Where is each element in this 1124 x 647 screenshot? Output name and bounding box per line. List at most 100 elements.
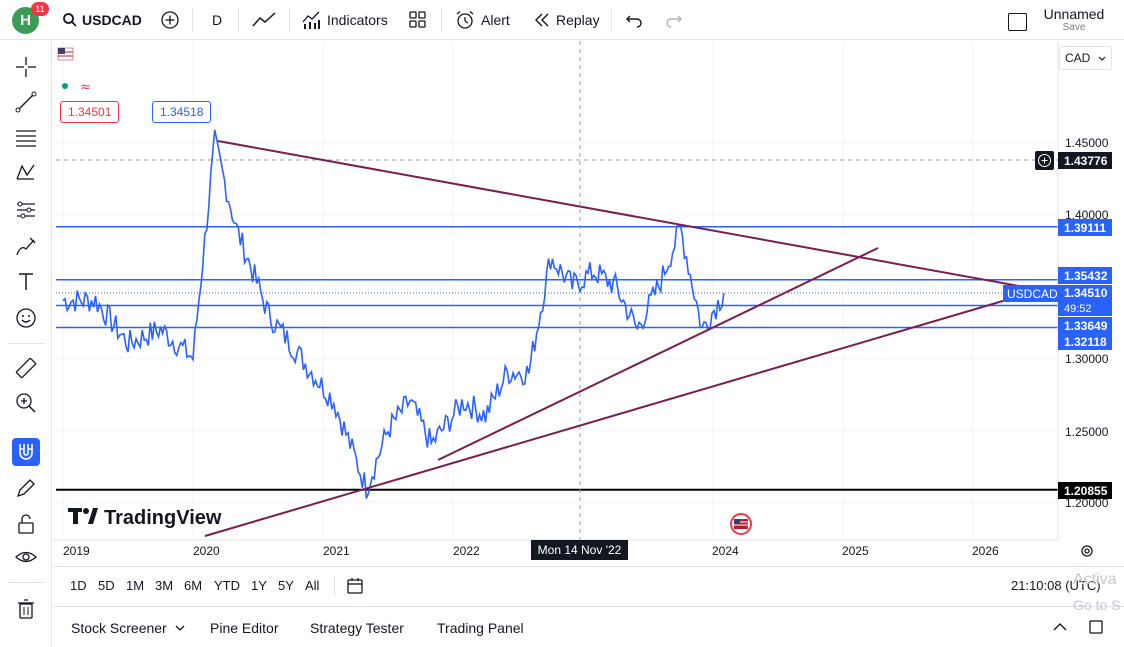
trendline-upper[interactable] xyxy=(217,140,1031,289)
range-button[interactable]: 5Y xyxy=(278,578,294,593)
range-button[interactable]: 1M xyxy=(126,578,145,593)
chart-type-button[interactable] xyxy=(251,8,277,32)
forecast-icon xyxy=(17,201,35,219)
time-tick: 2025 xyxy=(842,544,869,558)
crosshair-icon xyxy=(16,57,36,77)
collapse-panel-button[interactable] xyxy=(1051,618,1069,636)
maximize-icon xyxy=(1089,620,1103,634)
time-tick: 2026 xyxy=(972,544,999,558)
fib-tool[interactable] xyxy=(12,124,40,152)
alert-button[interactable]: Alert xyxy=(454,8,510,32)
crosshair-date-tag: Mon 14 Nov '22 xyxy=(531,540,628,560)
square-icon xyxy=(1008,13,1027,31)
zoom-tool[interactable] xyxy=(12,389,40,417)
plus-circle-icon xyxy=(1038,154,1051,167)
tab-stock-screener[interactable]: Stock Screener xyxy=(71,620,185,636)
redo-button[interactable] xyxy=(663,8,683,32)
market-status-dot xyxy=(62,83,68,89)
zoom-in-icon xyxy=(16,393,36,413)
sell-price: 1.34501 xyxy=(68,105,112,119)
undo-button[interactable] xyxy=(625,8,645,32)
time-tick: 2024 xyxy=(712,544,739,558)
interval-label: D xyxy=(212,12,223,28)
range-bar: 1D 5D 1M 3M 6M YTD 1Y 5Y All 21:10:08 (U… xyxy=(53,566,1124,604)
range-button[interactable]: YTD xyxy=(214,578,240,593)
lock-tool[interactable] xyxy=(12,510,40,538)
sell-price-box[interactable]: 1.34501 xyxy=(60,101,120,123)
chart-grid xyxy=(56,41,1058,540)
replay-button[interactable]: Replay xyxy=(533,8,600,32)
chevron-up-icon xyxy=(1053,623,1067,631)
trend-line-icon xyxy=(15,91,37,113)
text-tool[interactable] xyxy=(12,268,40,296)
price-tick: 1.45000 xyxy=(1065,136,1109,150)
clock-display[interactable]: 21:10:08 (UTC) xyxy=(1011,578,1101,593)
trendline-lower-long[interactable] xyxy=(204,292,1031,537)
layouts-button[interactable] xyxy=(408,8,428,32)
crosshair-price-tag: 1.43776 xyxy=(1058,152,1112,169)
interval-button[interactable]: D xyxy=(212,8,222,32)
buy-price-box[interactable]: 1.34518 xyxy=(152,101,212,123)
tradingview-wordmark: TradingView xyxy=(104,507,222,529)
tab-trading-panel[interactable]: Trading Panel xyxy=(437,620,524,636)
horizontal-lines-icon xyxy=(16,130,36,147)
trendline-lower-steep[interactable] xyxy=(437,247,879,461)
pattern-tool[interactable] xyxy=(12,159,40,187)
currency-select[interactable]: CAD xyxy=(1059,46,1112,70)
trash-icon xyxy=(18,599,34,619)
notification-badge: 11 xyxy=(31,2,49,16)
lock-icon xyxy=(18,514,34,534)
prediction-tool[interactable] xyxy=(12,196,40,224)
economic-event-icon[interactable] xyxy=(730,513,752,535)
delete-tool[interactable] xyxy=(12,595,40,623)
range-button[interactable]: 1Y xyxy=(251,578,267,593)
level-tag: 1.20855 xyxy=(1058,482,1112,499)
price-tick: 1.20000 xyxy=(1065,496,1109,510)
level-tag: 1.35432 xyxy=(1058,267,1112,284)
symbol-price-tag: USDCAD xyxy=(1003,285,1062,302)
wave-icon: ≈ xyxy=(80,80,91,95)
measure-tool[interactable] xyxy=(12,354,40,382)
range-button[interactable]: 5D xyxy=(98,578,115,593)
tab-pine-editor[interactable]: Pine Editor xyxy=(210,620,279,636)
undo-icon xyxy=(626,15,642,28)
crosshair-add-button[interactable] xyxy=(1035,151,1054,170)
layout-name[interactable]: Unnamed Save xyxy=(1042,6,1106,33)
brush-tool[interactable] xyxy=(12,232,40,260)
chevron-down-icon xyxy=(1098,56,1106,61)
indicators-button[interactable]: Indicators xyxy=(302,8,388,32)
crosshair-tool[interactable] xyxy=(12,53,40,81)
range-button[interactable]: 6M xyxy=(184,578,203,593)
pencil-lock-icon xyxy=(16,479,35,498)
chart-settings-button[interactable] xyxy=(1078,542,1096,560)
divider xyxy=(238,8,239,32)
symbol-search[interactable]: USDCAD xyxy=(62,8,142,32)
level-tag: 1.33649 xyxy=(1058,317,1112,334)
divider xyxy=(8,582,44,583)
tab-strategy-tester[interactable]: Strategy Tester xyxy=(310,620,404,636)
line-chart-icon xyxy=(252,12,276,27)
time-tick: 2022 xyxy=(453,544,480,558)
maximize-panel-button[interactable] xyxy=(1087,618,1105,636)
indicators-icon xyxy=(302,11,320,29)
goto-date-button[interactable] xyxy=(345,576,367,596)
compare-button[interactable] xyxy=(160,8,180,32)
level-tag: 1.32118 xyxy=(1058,333,1112,350)
save-link[interactable]: Save xyxy=(1062,22,1086,33)
level-tag: 1.39111 xyxy=(1058,219,1112,236)
trendline-tool[interactable] xyxy=(12,88,40,116)
price-tick: 1.25000 xyxy=(1065,425,1109,439)
magnet-tool[interactable] xyxy=(12,438,40,466)
visibility-tool[interactable] xyxy=(12,543,40,571)
range-button[interactable]: 1D xyxy=(70,578,87,593)
calendar-range-icon xyxy=(347,578,363,594)
range-button[interactable]: All xyxy=(305,578,320,593)
goto-watermark: Go to S xyxy=(1073,597,1121,613)
layout-checkbox[interactable] xyxy=(1008,10,1027,34)
lock-drawing-tool[interactable] xyxy=(12,474,40,502)
price-tick: 1.40000 xyxy=(1065,208,1109,222)
price-chart[interactable]: ≈ TradingView xyxy=(53,41,1124,566)
range-button[interactable]: 3M xyxy=(155,578,174,593)
icon-tool[interactable] xyxy=(12,304,40,332)
pattern-icon xyxy=(16,164,35,180)
